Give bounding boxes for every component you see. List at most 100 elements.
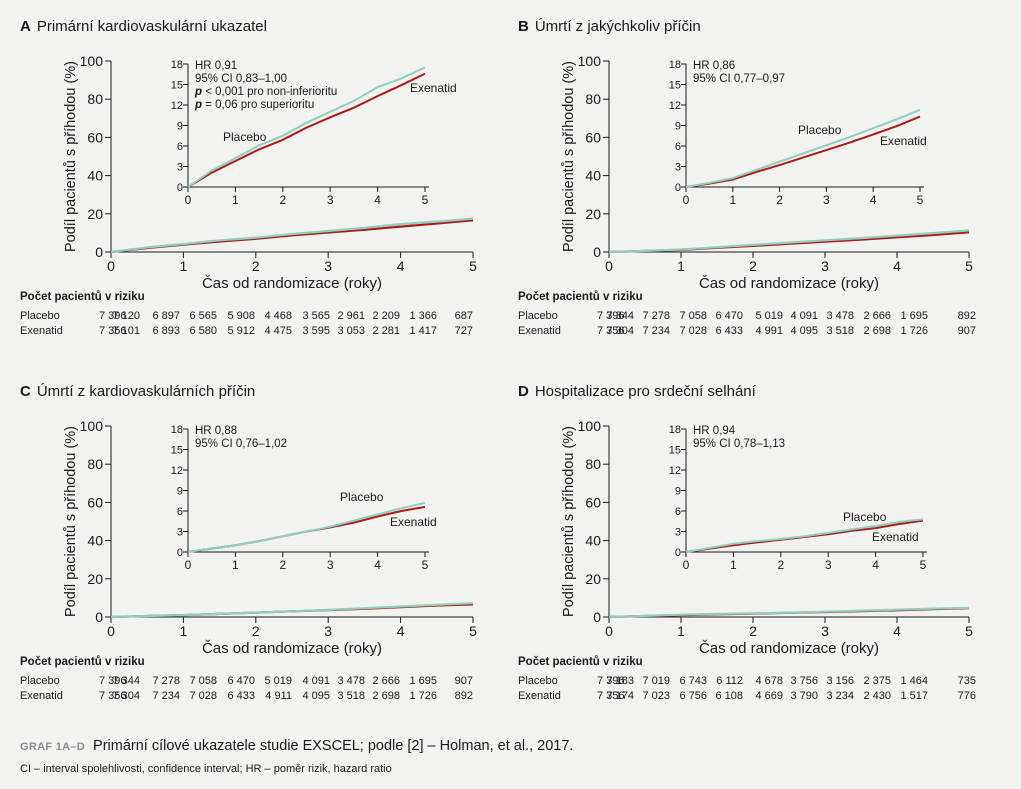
risk-cell: 2 961 [337, 310, 365, 322]
risk-row-label: Exenatid [20, 325, 63, 337]
risk-row-label: Placebo [518, 310, 558, 322]
y-axis-label: Podíl pacientů s příhodou (%) [561, 426, 577, 617]
risk-cell: 4 669 [755, 690, 783, 702]
risk-cell: 7 058 [679, 310, 707, 322]
risk-cell: 1 695 [409, 675, 437, 687]
panel-letter: D [518, 383, 529, 400]
series-label-placebo: Placebo [843, 510, 887, 524]
x-tick-label: 5 [469, 258, 477, 274]
risk-cell: 7 234 [642, 325, 670, 337]
inset-y-tick-label: 3 [675, 527, 681, 539]
risk-cell: 2 375 [863, 675, 891, 687]
risk-table-title: Počet pacientů v riziku [518, 291, 643, 303]
risk-cell: 7 023 [642, 690, 670, 702]
x-tick-label: 3 [821, 623, 829, 639]
x-tick-label: 4 [397, 258, 405, 274]
risk-cell: 4 475 [264, 325, 292, 337]
inset-x-tick-label: 1 [232, 558, 239, 572]
y-tick-label: 0 [95, 609, 103, 625]
x-tick-label: 1 [677, 258, 685, 274]
panel-title-text: Primární kardiovaskulární ukazatel [37, 18, 267, 35]
series-label-placebo: Placebo [340, 490, 384, 504]
figure-caption: GRAF 1A–D Primární cílové ukazatele studi… [20, 738, 573, 754]
series-line-placebo [110, 217, 474, 254]
inset-x-tick-label: 2 [279, 558, 286, 572]
inset-x-tick-label: 5 [422, 558, 429, 572]
risk-cell: 892 [455, 690, 473, 702]
annotation-text: HR 0,91 [195, 60, 237, 72]
risk-cell: 3 595 [302, 325, 330, 337]
inset-x-tick-label: 3 [327, 558, 334, 572]
panel-c: C Úmrtí z kardiovaskulárních příčin020406… [20, 383, 477, 702]
y-tick-label: 40 [87, 168, 103, 184]
risk-cell: 6 893 [152, 325, 180, 337]
risk-cell: 6 433 [715, 325, 743, 337]
y-tick-label: 100 [578, 53, 602, 69]
risk-cell: 3 756 [790, 675, 818, 687]
risk-cell: 1 517 [900, 690, 928, 702]
y-axis-label: Podíl pacientů s příhodou (%) [561, 61, 577, 252]
inset-y-tick-label: 0 [177, 547, 183, 559]
risk-cell: 1 695 [900, 310, 928, 322]
x-tick-label: 1 [180, 623, 188, 639]
caption-text: Primární cílové ukazatele studie EXSCEL;… [93, 738, 574, 754]
y-axis-label: Podíl pacientů s příhodou (%) [63, 61, 79, 252]
inset-x-tick-label: 4 [872, 558, 879, 572]
inset-x-tick-label: 5 [920, 558, 927, 572]
x-tick-label: 0 [605, 623, 613, 639]
risk-cell: 6 565 [189, 310, 217, 322]
y-tick-label: 40 [87, 533, 103, 549]
inset-y-tick-label: 15 [669, 80, 681, 92]
inset-y-tick-label: 6 [177, 141, 183, 153]
risk-cell: 3 518 [826, 325, 854, 337]
inset-series-line-placebo [187, 501, 426, 553]
risk-cell: 2 666 [863, 310, 891, 322]
risk-cell: 6 112 [716, 675, 743, 687]
y-tick-label: 0 [95, 244, 103, 260]
x-tick-label: 5 [965, 258, 973, 274]
inset-x-tick-label: 5 [917, 193, 924, 207]
risk-cell: 7 028 [189, 690, 217, 702]
series-label-exenatid: Exenatid [410, 81, 457, 95]
risk-cell: 1 464 [900, 675, 928, 687]
inset-x-tick-label: 3 [327, 193, 334, 207]
annotation-text: 95% CI 0,83–1,00 [195, 73, 287, 85]
x-axis-label: Čas od randomizace (roky) [699, 640, 879, 657]
risk-cell: 2 209 [372, 310, 400, 322]
risk-cell: 4 468 [264, 310, 292, 322]
inset-annotation: HR 0,91 [195, 60, 237, 72]
annotation-text: HR 0,88 [195, 425, 237, 437]
risk-cell: 6 433 [227, 690, 255, 702]
inset-y-tick-label: 18 [669, 424, 681, 436]
y-tick-label: 100 [80, 53, 104, 69]
y-tick-label: 20 [585, 571, 601, 587]
risk-cell: 2 698 [863, 325, 891, 337]
risk-row-label: Placebo [20, 675, 60, 687]
series-line-placebo [110, 602, 474, 619]
risk-cell: 7 174 [606, 690, 634, 702]
risk-cell: 3 156 [826, 675, 854, 687]
inset-y-tick-label: 12 [171, 465, 183, 477]
risk-cell: 7 278 [642, 310, 670, 322]
x-tick-label: 1 [180, 258, 188, 274]
risk-cell: 7 356 [597, 325, 625, 337]
x-tick-label: 5 [965, 623, 973, 639]
risk-cell: 687 [455, 310, 473, 322]
risk-row-label: Placebo [20, 310, 60, 322]
panel-title-text: Úmrtí z kardiovaskulárních příčin [37, 383, 255, 400]
inset-annotation: HR 0,88 [195, 425, 237, 437]
inset-y-tick-label: 6 [675, 506, 681, 518]
risk-cell: 907 [455, 675, 473, 687]
panel-letter: B [518, 18, 529, 35]
inset-x-tick-label: 2 [776, 193, 783, 207]
annotation-text: 95% CI 0,76–1,02 [195, 438, 287, 450]
inset-x-tick-label: 4 [374, 193, 381, 207]
x-tick-label: 4 [893, 623, 901, 639]
x-tick-label: 2 [749, 258, 757, 274]
risk-row-label: Exenatid [20, 690, 63, 702]
series-label-exenatid: Exenatid [390, 515, 437, 529]
risk-row-label: Placebo [518, 675, 558, 687]
y-axis-label: Podíl pacientů s příhodou (%) [63, 426, 79, 617]
risk-cell: 7 304 [606, 325, 634, 337]
